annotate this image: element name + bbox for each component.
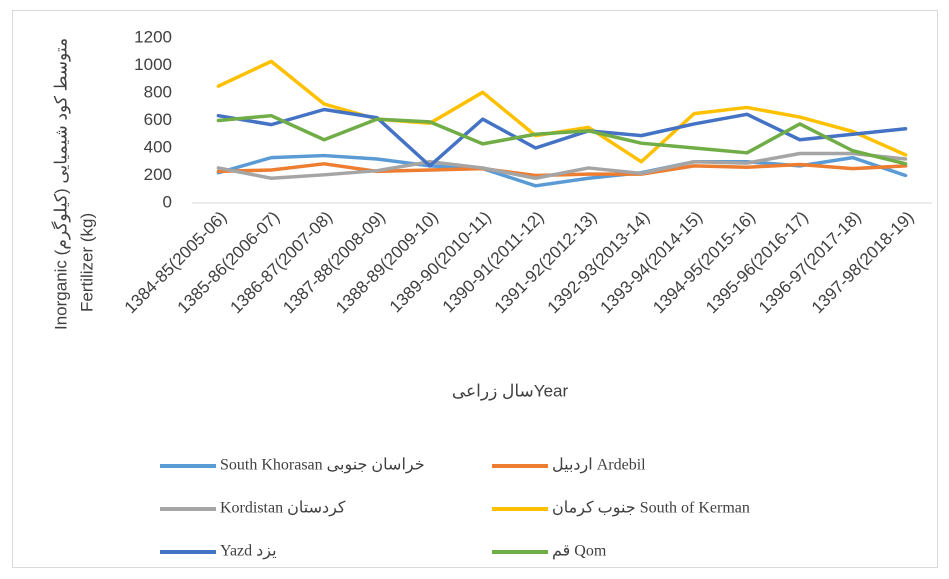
- legend-label: Yazd یزد: [220, 543, 277, 560]
- series-line: [216, 107, 908, 168]
- series-line: [216, 113, 908, 166]
- legend-label: اردبیل Ardebil: [552, 457, 646, 474]
- y-tick-label: 1200: [134, 27, 172, 46]
- y-tick-label: 200: [144, 165, 172, 184]
- x-axis-label: سال زراعیYear: [452, 381, 569, 401]
- y-tick-label: 400: [144, 137, 172, 156]
- y-axis-label: Fertilizer (kg): [77, 213, 96, 312]
- y-tick-label: 1000: [134, 55, 172, 74]
- legend-label: South Khorasan خراسان جنوبی: [220, 457, 425, 474]
- y-tick-label: 600: [144, 110, 172, 129]
- legend-label: قم Qom: [552, 543, 607, 560]
- legend-label: جنوب کرمان South of Kerman: [552, 500, 750, 517]
- y-axis-label: Inorganic متوسط کود شیمیایی (کیلوگرم): [50, 38, 71, 330]
- legend-label: Kordistan کردستان: [220, 500, 346, 517]
- series-line: [216, 151, 908, 180]
- y-tick-label: 0: [163, 192, 172, 211]
- y-tick-label: 800: [144, 82, 172, 101]
- chart-frame: [12, 10, 938, 568]
